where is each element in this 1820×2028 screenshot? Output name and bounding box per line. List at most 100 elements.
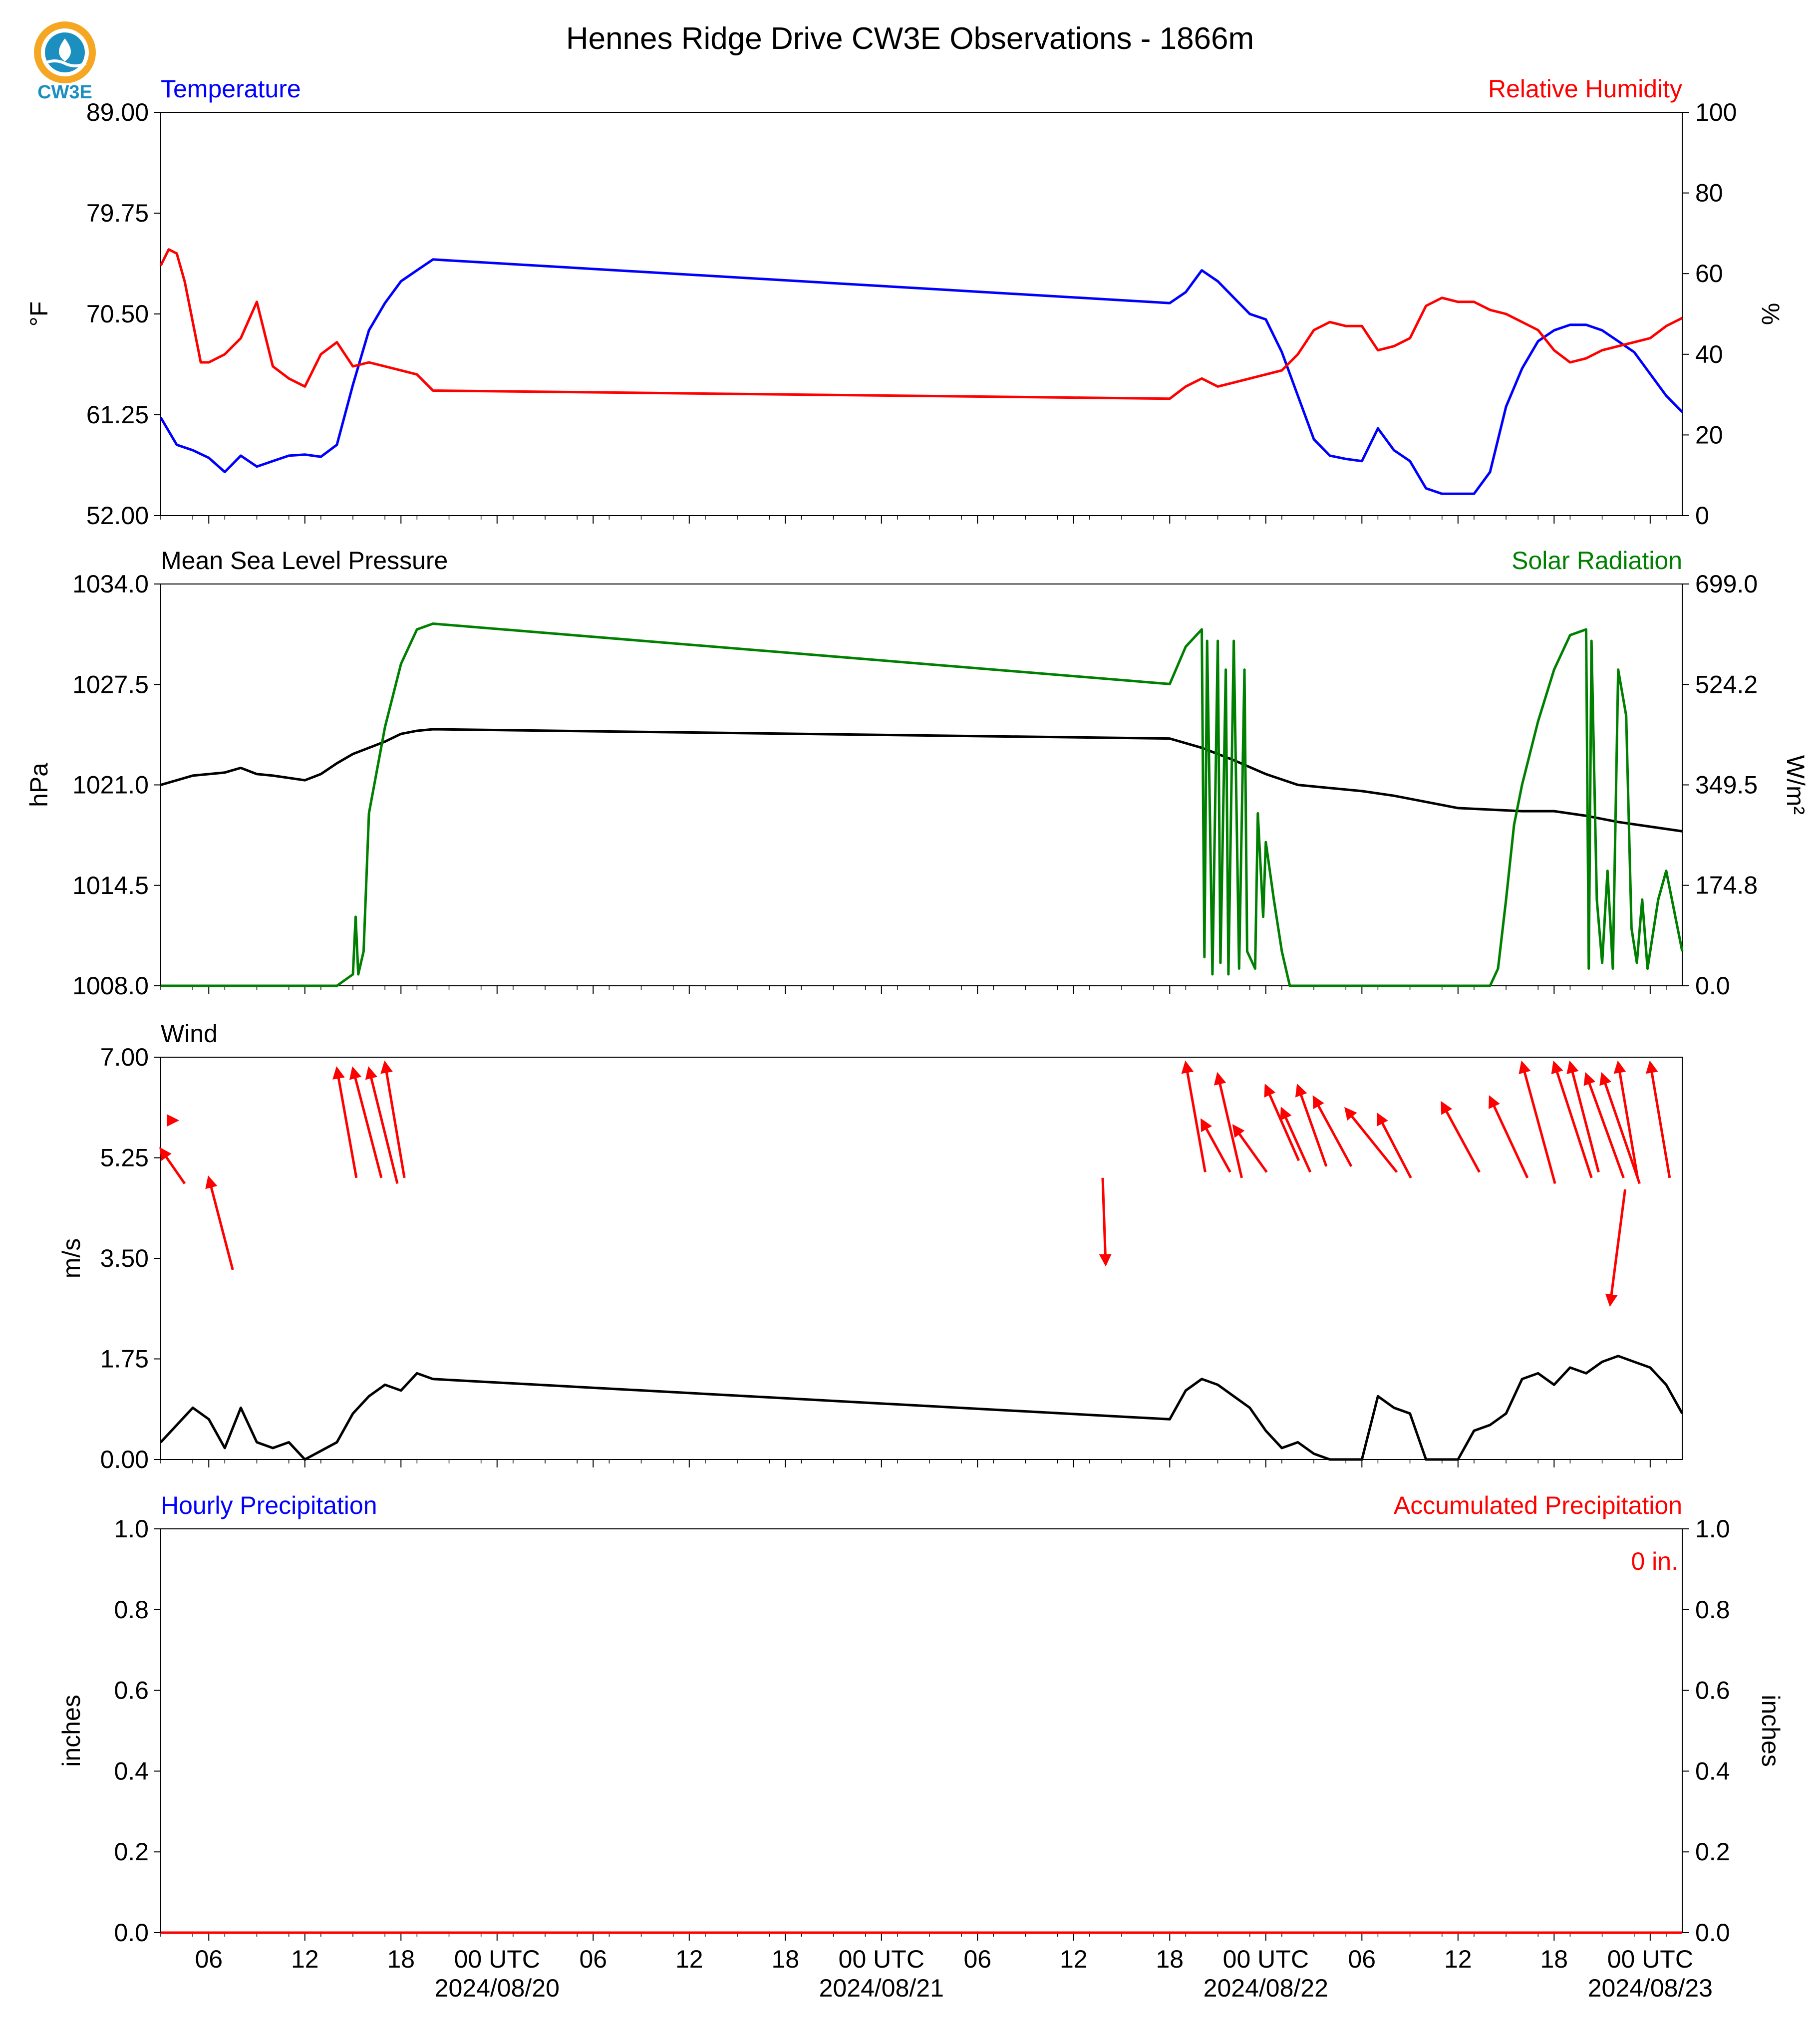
svg-text:CW3E: CW3E	[37, 82, 92, 102]
panel-1: Temperature Relative Humidity 52.00 61.25 70…	[25, 75, 1785, 530]
left-title: Temperature	[161, 75, 301, 103]
wind-arrow	[1201, 1118, 1231, 1173]
wind-arrow	[380, 1060, 406, 1178]
y-tick-label-right: 100	[1695, 98, 1737, 126]
x-date-label: 2024/08/20	[435, 1974, 560, 2002]
wind-arrow	[1232, 1124, 1268, 1173]
y-tick-label-right: 0.8	[1695, 1596, 1730, 1624]
y-tick-label-right: 0.0	[1695, 1919, 1730, 1947]
wind-arrow	[1599, 1072, 1641, 1184]
figure-title: Hennes Ridge Drive CW3E Observations - 1…	[566, 21, 1254, 56]
y-tick-label: 1.75	[100, 1345, 149, 1373]
right-title: Solar Radiation	[1512, 547, 1682, 575]
y-tick-label: 5.25	[100, 1144, 149, 1172]
series-line-black	[160, 728, 1683, 833]
x-date-label: 2024/08/21	[819, 1974, 944, 2002]
right-title: Relative Humidity	[1488, 75, 1682, 103]
cw3e-logo: CW3E	[34, 21, 96, 102]
y-axis-label: inches	[57, 1695, 85, 1767]
right-title: Accumulated Precipitation	[1394, 1491, 1682, 1519]
y-tick-label: 1027.5	[72, 670, 149, 698]
y-tick-label-right: 40	[1695, 340, 1723, 368]
y-tick-label-right: 0.0	[1695, 972, 1730, 1000]
y-tick-label: 1008.0	[72, 972, 149, 1000]
x-tick-label: 06	[195, 1945, 223, 1973]
y-axis-label-right: %	[1757, 303, 1785, 325]
series-line-black	[160, 1355, 1684, 1461]
x-tick-label: 12	[675, 1945, 703, 1973]
y-tick-label: 0.4	[114, 1757, 149, 1785]
y-tick-label-right: 20	[1695, 421, 1723, 449]
wind-arrow	[159, 1147, 186, 1184]
x-tick-label: 18	[387, 1945, 415, 1973]
y-tick-label: 3.50	[100, 1244, 149, 1272]
wind-arrow	[1344, 1107, 1398, 1173]
y-tick-label: 0.0	[114, 1919, 149, 1947]
wind-arrow	[1264, 1083, 1300, 1161]
x-date-label: 2024/08/23	[1588, 1974, 1713, 2002]
y-tick-label-right: 80	[1695, 179, 1723, 207]
wind-arrow	[1518, 1060, 1556, 1184]
plot-frame	[160, 1057, 1683, 1460]
x-tick-label: 18	[1156, 1945, 1184, 1973]
accumulated-label: 0 in.	[1631, 1547, 1678, 1575]
x-date-label: 2024/08/22	[1204, 1974, 1328, 2002]
y-axis-label: °F	[25, 301, 53, 327]
y-tick-label: 89.00	[86, 98, 149, 126]
wind-arrow	[1551, 1060, 1593, 1178]
wind-arrow	[1489, 1095, 1529, 1178]
y-tick-label-right: 0.6	[1695, 1677, 1730, 1705]
x-tick-label: 18	[1540, 1945, 1568, 1973]
plot-frame	[160, 583, 1683, 986]
wind-arrow	[1605, 1189, 1627, 1307]
wind-arrow	[1099, 1177, 1112, 1267]
wind-arrow	[1181, 1060, 1207, 1172]
y-axis-label: hPa	[25, 763, 53, 807]
series-line-red	[159, 248, 1683, 400]
y-axis-label: m/s	[57, 1238, 85, 1279]
y-tick-label: 1014.5	[72, 871, 149, 899]
wind-arrow	[1583, 1072, 1625, 1178]
panel-2: Mean Sea Level Pressure Solar Radiation 10…	[25, 547, 1810, 1000]
wind-arrow	[349, 1066, 383, 1178]
x-tick-label: 00 UTC	[1607, 1945, 1693, 1973]
y-tick-label: 1.0	[114, 1515, 149, 1543]
wind-arrow	[1441, 1101, 1481, 1173]
wind-arrow	[332, 1066, 358, 1178]
y-tick-label: 0.2	[114, 1838, 149, 1866]
x-tick-label: 00 UTC	[839, 1945, 924, 1973]
wind-arrow	[205, 1175, 234, 1270]
y-tick-label: 0.6	[114, 1677, 149, 1705]
y-tick-label-right: 0.2	[1695, 1838, 1730, 1866]
wind-arrow	[1377, 1112, 1412, 1178]
series-line-green	[161, 622, 1684, 987]
y-tick-label-right: 60	[1695, 260, 1723, 288]
y-tick-label-right: 1.0	[1695, 1515, 1730, 1543]
wind-arrow	[1213, 1072, 1243, 1178]
left-title: Hourly Precipitation	[161, 1491, 377, 1519]
y-tick-label: 0.8	[114, 1596, 149, 1624]
wind-arrow	[1645, 1060, 1671, 1178]
left-title: Wind	[161, 1020, 218, 1048]
wind-arrow	[365, 1066, 399, 1184]
x-tick-label: 00 UTC	[1223, 1945, 1309, 1973]
wind-arrow	[1312, 1095, 1353, 1167]
y-tick-label-right: 524.2	[1695, 670, 1758, 698]
panels: Temperature Relative Humidity 52.00 61.25 70…	[25, 75, 1810, 2002]
left-title: Mean Sea Level Pressure	[161, 547, 448, 575]
y-tick-label-right: 0.4	[1695, 1757, 1730, 1785]
y-tick-label-right: 349.5	[1695, 771, 1758, 799]
x-tick-label: 12	[1444, 1945, 1472, 1973]
y-tick-label: 0.00	[100, 1446, 149, 1473]
plot-frame	[160, 1528, 1683, 1933]
wind-arrow	[1295, 1083, 1328, 1167]
y-tick-label-right: 174.8	[1695, 871, 1758, 899]
y-tick-label: 52.00	[86, 502, 149, 530]
y-axis-label-right: W/m²	[1782, 755, 1810, 815]
y-tick-label: 1034.0	[72, 570, 149, 598]
y-axis-label-right: inches	[1757, 1695, 1785, 1767]
y-tick-label-right: 0	[1695, 502, 1709, 530]
panel-4: Hourly Precipitation Accumulated Precipit…	[57, 1491, 1785, 2002]
x-tick-label: 12	[291, 1945, 319, 1973]
